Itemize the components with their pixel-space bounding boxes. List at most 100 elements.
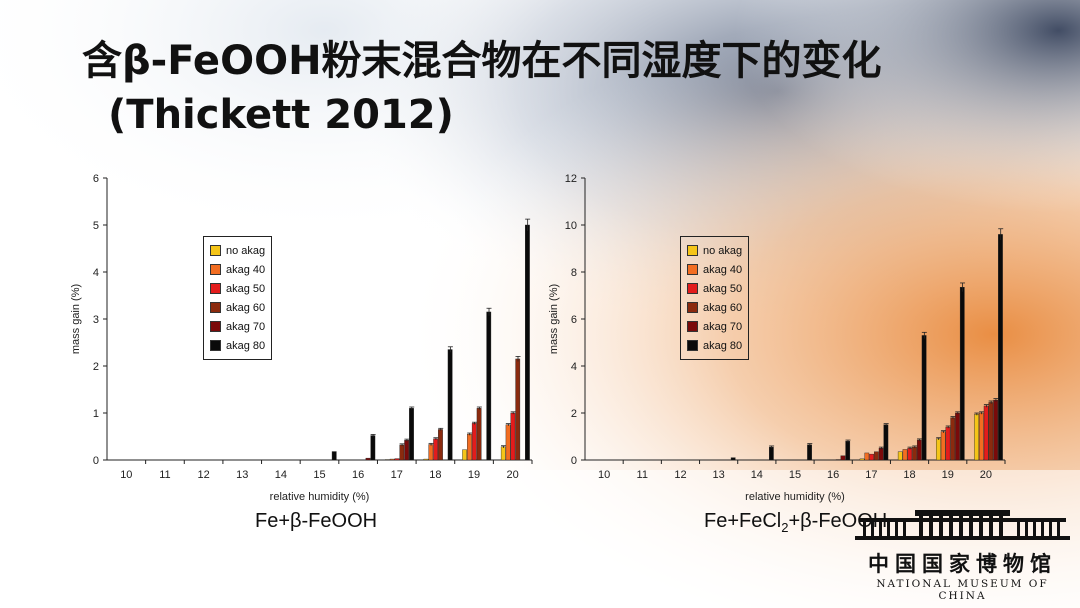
legend-label: akag 60 (703, 301, 743, 314)
legend-swatch (210, 264, 221, 275)
bar (471, 423, 477, 461)
bar (998, 234, 1003, 461)
legend-item: akag 40 (687, 260, 742, 279)
bar (515, 358, 521, 461)
bar (505, 424, 511, 461)
bar (438, 429, 443, 461)
bar (883, 424, 889, 461)
bar (869, 453, 874, 461)
legend-item: akag 70 (687, 317, 742, 336)
legend-swatch (687, 302, 698, 313)
bar (959, 287, 965, 461)
x-tick-label: 12 (197, 469, 209, 481)
museum-logo: 中国国家博物馆 NATIONAL MUSEUM OF CHINA (855, 508, 1070, 602)
x-tick-label: 16 (352, 469, 364, 481)
bar (409, 408, 414, 461)
y-tick-label: 6 (93, 173, 99, 185)
bar (874, 451, 879, 461)
bar (428, 444, 434, 461)
y-tick-label: 8 (571, 267, 577, 279)
bar (988, 402, 994, 461)
chart-fe-feooh-caption: Fe+β-FeOOH (255, 510, 378, 532)
legend-swatch (687, 321, 698, 332)
bar (476, 408, 482, 461)
bar (902, 449, 908, 461)
bar (467, 433, 472, 461)
y-axis-label: mass gain (%) (70, 284, 82, 354)
bar (921, 335, 927, 461)
legend-item: akag 60 (687, 298, 742, 317)
y-tick-label: 4 (93, 267, 99, 279)
y-tick-label: 4 (571, 361, 577, 373)
chart-fe-fecl2-feooh-plot: 0 2 4 6 8 10 12 10 11 12 13 14 15 16 17 18 19 20 relative … (548, 173, 1006, 503)
bar (486, 311, 492, 461)
legend-swatch (210, 283, 221, 294)
bar (859, 458, 865, 461)
legend-label: akag 70 (703, 320, 743, 333)
x-axis-label: relative humidity (%) (745, 491, 845, 503)
bar (950, 417, 956, 461)
slide-title: 含β-FeOOH粉末混合物在不同湿度下的变化 (Thickett 2012) (82, 34, 882, 142)
legend-label: akag 40 (226, 263, 266, 276)
bar (500, 446, 506, 461)
bar (916, 439, 922, 461)
title-line-1: 含β-FeOOH粉末混合物在不同湿度下的变化 (82, 38, 882, 84)
x-tick-label: 11 (637, 469, 648, 481)
chart-fe-fecl2-feooh-legend: no akag akag 40 akag 50 akag 60 akag 70 akag … (680, 236, 750, 360)
museum-name-en: NATIONAL MUSEUM OF CHINA (876, 578, 1049, 602)
x-tick-label: 15 (789, 469, 801, 481)
x-tick-label: 14 (275, 469, 287, 481)
x-tick-label: 17 (391, 469, 403, 481)
bar (878, 448, 884, 461)
y-tick-label: 2 (93, 361, 99, 373)
x-tick-label: 19 (468, 469, 480, 481)
chart-fe-fecl2-feooh-caption: Fe+FeCl2+β-FeOOH (704, 510, 888, 535)
bar (365, 457, 371, 461)
bar (840, 455, 846, 461)
bar (399, 444, 405, 461)
legend-swatch (210, 245, 221, 256)
x-tick-label: 20 (980, 469, 992, 481)
bar (389, 458, 395, 461)
chart-fe-feooh: 0 1 2 3 4 5 6 10 11 12 13 14 15 16 17 18 19 20 relative hu… (62, 160, 552, 510)
x-tick-label: 19 (942, 469, 954, 481)
legend-item: akag 80 (687, 336, 742, 355)
x-tick-label: 10 (598, 469, 610, 481)
y-tick-label: 1 (93, 408, 99, 420)
bar (974, 413, 979, 461)
legend-item: akag 60 (210, 298, 265, 317)
y-tick-label: 10 (565, 220, 577, 232)
bar (983, 405, 989, 461)
legend-swatch (210, 340, 221, 351)
legend-item: no akag (687, 241, 742, 260)
bar (331, 451, 337, 461)
legend-item: akag 70 (210, 317, 265, 336)
bar (510, 412, 516, 461)
y-tick-label: 2 (571, 408, 577, 420)
y-tick-label: 0 (93, 455, 99, 467)
museum-name-cn: 中国国家博物馆 (868, 551, 1057, 576)
bar (394, 458, 400, 461)
x-tick-label: 10 (120, 469, 132, 481)
bar (423, 458, 429, 461)
y-tick-label: 6 (571, 314, 577, 326)
y-tick-label: 3 (93, 314, 99, 326)
legend-label: akag 80 (703, 339, 743, 352)
y-tick-label: 0 (571, 455, 577, 467)
x-axis-label: relative humidity (%) (270, 491, 370, 503)
bar (525, 224, 530, 461)
legend-label: akag 40 (703, 263, 743, 276)
bar (979, 412, 984, 461)
bar (769, 446, 774, 461)
chart-fe-feooh-legend: no akag akag 40 akag 50 akag 60 akag 70 akag … (203, 236, 273, 360)
bar (897, 451, 903, 461)
legend-item: akag 50 (687, 279, 742, 298)
bar (912, 446, 917, 461)
bar (462, 449, 467, 461)
legend-label: no akag (226, 244, 266, 257)
legend-swatch (210, 321, 221, 332)
museum-building-icon (855, 510, 1070, 540)
x-tick-label: 16 (827, 469, 839, 481)
